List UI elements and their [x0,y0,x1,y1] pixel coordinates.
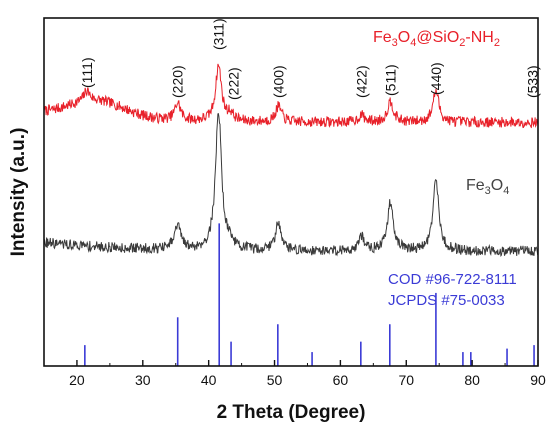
reference-label-jcpds: JCPDS #75-0033 [388,292,505,309]
series-line-1 [43,113,539,258]
reference-label-cod: COD #96-722-8111 [388,271,517,288]
hkl-label: (400) [270,65,286,98]
x-tick-label: 60 [333,372,349,388]
hkl-label: (533) [525,65,541,98]
x-tick-label: 90 [530,372,546,388]
reference-sticks [84,223,535,366]
x-tick-label: 50 [267,372,283,388]
x-tick-label: 70 [398,372,414,388]
x-tick-label: 20 [69,372,85,388]
x-tick-label: 30 [135,372,151,388]
x-ticks: 20 30 40 50 60 70 80 90 [43,360,546,388]
y-axis-title: Intensity (a.u.) [8,128,29,257]
series-label-fe3o4: Fe3O4 [466,177,509,197]
series-label-fe3o4-sio2-nh2: Fe3O4@SiO2-NH2 [373,29,500,49]
x-axis-title: 2 Theta (Degree) [217,402,366,423]
hkl-label: (422) [353,65,369,98]
hkl-label: (311) [211,18,227,50]
hkl-label: (511) [382,64,398,96]
series-line-0 [43,63,539,129]
plot-frame [43,17,539,367]
hkl-label: (222) [226,67,242,100]
x-tick-label: 40 [201,372,217,388]
hkl-labels: (111) (220) (311) (222) (400) (422) (511) (440)… [79,18,541,100]
hkl-label: (220) [170,65,186,98]
hkl-label: (440) [428,62,444,95]
hkl-label: (111) [79,57,95,88]
series-layer [43,63,539,258]
x-tick-label: 80 [464,372,480,388]
